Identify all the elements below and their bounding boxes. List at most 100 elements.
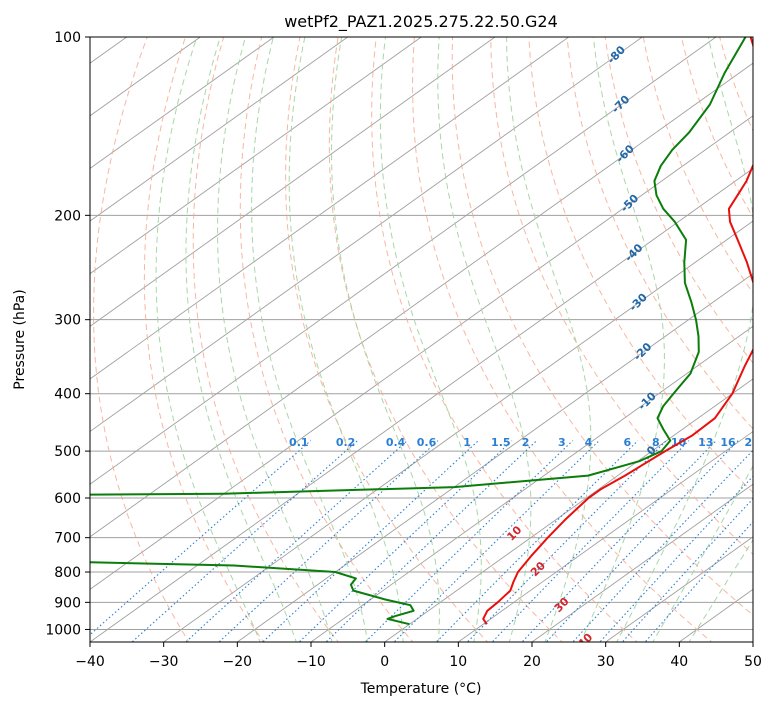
- x-axis-label: Temperature (°C): [360, 681, 482, 697]
- y-tick-label: 200: [54, 208, 81, 224]
- x-tick-label: 30: [597, 654, 615, 670]
- mixing-ratio-line-4: [393, 440, 600, 642]
- isotherm--100: [90, 37, 496, 327]
- mixing-ratio-label: 0.1: [289, 436, 309, 449]
- moist-adiabat--20: [155, 37, 261, 642]
- mixing-ratio-line-3: [364, 440, 574, 642]
- isotherm-20: [531, 483, 753, 642]
- dry-adiabat-20: [328, 37, 564, 642]
- y-tick-label: 500: [54, 444, 81, 460]
- chart-title: wetPf2_PAZ1.2025.275.22.50.G24: [284, 12, 558, 32]
- moist-adiabat-label: 20: [528, 559, 548, 579]
- isotherm--120: [90, 37, 348, 222]
- dry-adiabat-0: [239, 37, 414, 642]
- dry-adiabat-90: [604, 37, 753, 364]
- isotherm-10: [458, 430, 753, 642]
- x-tick-label: −30: [149, 654, 179, 670]
- temperature-profile: [482, 37, 753, 625]
- dry-adiabat--30: [93, 37, 190, 642]
- moist-adiabat--5: [251, 37, 369, 642]
- mixing-ratio-label: 25: [769, 436, 775, 449]
- reference-line-labels: 0.10.20.40.611.52346810131620253036-100-…: [289, 43, 775, 642]
- y-tick-label: 400: [54, 387, 81, 403]
- moist-adiabat-15: [437, 37, 532, 642]
- isotherm--50: [90, 115, 753, 590]
- dewpoint-profile: [90, 37, 747, 626]
- dry-adiabat-50: [451, 37, 753, 616]
- mixing-ratio-label: 0.6: [417, 436, 437, 449]
- y-tick-label: 700: [54, 531, 81, 547]
- dry-adiabat-40: [412, 37, 713, 642]
- mixing-ratio-label: 1: [463, 436, 471, 449]
- isotherm-label: -10: [636, 389, 659, 412]
- isotherm--140: [90, 37, 201, 117]
- y-tick-label: 100: [54, 30, 81, 46]
- moist-adiabat-25: [580, 37, 665, 642]
- mixing-ratio-line-1: [261, 440, 479, 642]
- isotherm-0: [384, 378, 753, 642]
- isotherm-label: -80: [605, 43, 628, 66]
- plot-frame: [89, 36, 754, 643]
- mixing-ratio-label: 4: [585, 436, 593, 449]
- mixing-ratio-label: 16: [720, 436, 736, 449]
- x-tick-label: 50: [744, 654, 762, 670]
- isotherm--90: [90, 37, 569, 380]
- x-tick-label: 40: [670, 654, 688, 670]
- y-tick-label: 300: [54, 313, 81, 329]
- moist-adiabat--10: [217, 37, 333, 642]
- plot-area: 0.10.20.40.611.52346810131620253036-100-…: [90, 37, 775, 642]
- mixing-ratio-label: 13: [698, 436, 713, 449]
- mixing-ratio-line-36: [644, 521, 753, 642]
- isobar-grid: [90, 37, 753, 630]
- mixing-ratio-line-2: [325, 440, 538, 642]
- mixing-ratio-line-0.6: [218, 440, 439, 642]
- isotherm-label: -50: [618, 191, 641, 214]
- isotherm-label: -60: [614, 142, 637, 165]
- x-tick-label: 20: [523, 654, 541, 670]
- moist-adiabat-10: [379, 37, 482, 642]
- mixing-ratio-label: 0.4: [386, 436, 406, 449]
- dry-adiabat-120: [719, 37, 753, 132]
- moist-adiabat-30: [616, 37, 753, 642]
- isotherm-label: -20: [631, 340, 654, 363]
- mixing-ratio-label: 8: [652, 436, 660, 449]
- y-tick-label: 600: [54, 491, 81, 507]
- isotherm--80: [90, 37, 643, 433]
- mixing-ratio-line-0.4: [184, 440, 408, 642]
- mixing-ratio-label: 20: [745, 436, 761, 449]
- y-tick-label: 1000: [45, 622, 81, 638]
- isotherm--30: [163, 220, 753, 642]
- dry-adiabat-70: [528, 37, 753, 494]
- dry-adiabat--20: [143, 37, 265, 642]
- y-tick-label: 800: [54, 565, 81, 581]
- isotherm-label: -70: [609, 92, 632, 115]
- moist-adiabat-label: 10: [504, 523, 524, 543]
- isotherm--130: [90, 37, 275, 169]
- isotherm-30: [605, 536, 753, 642]
- isotherm-label: -30: [627, 290, 650, 313]
- moist-adiabat-label: 30: [552, 595, 572, 615]
- mixing-ratio-line-20: [572, 449, 753, 642]
- moist-adiabat-5: [331, 37, 440, 642]
- mixing-ratio-line-25: [599, 475, 753, 642]
- isotherm--110: [90, 37, 422, 275]
- moist-adiabat--15: [185, 37, 297, 642]
- mixing-ratio-label: 3: [558, 436, 566, 449]
- sounding-profiles: [90, 37, 753, 626]
- dry-adiabat-110: [680, 37, 753, 219]
- x-tick-label: 0: [380, 654, 389, 670]
- isotherm-50: [752, 641, 753, 642]
- moist-adiabat-40: [688, 539, 753, 642]
- mixing-ratio-label: 1.5: [491, 436, 511, 449]
- isotherm--60: [90, 62, 753, 538]
- dry-adiabat-80: [566, 37, 753, 430]
- mixing-ratio-line-16: [545, 440, 739, 642]
- mixing-ratio-line-0.1: [90, 440, 312, 636]
- moist-adiabat-35: [652, 464, 753, 642]
- y-axis-label: Pressure (hPa): [12, 289, 28, 389]
- dry-adiabat-30: [371, 37, 638, 642]
- moist-adiabat-20: [506, 37, 592, 642]
- mixing-ratio-label: 2: [522, 436, 530, 449]
- x-tick-label: −20: [223, 654, 253, 670]
